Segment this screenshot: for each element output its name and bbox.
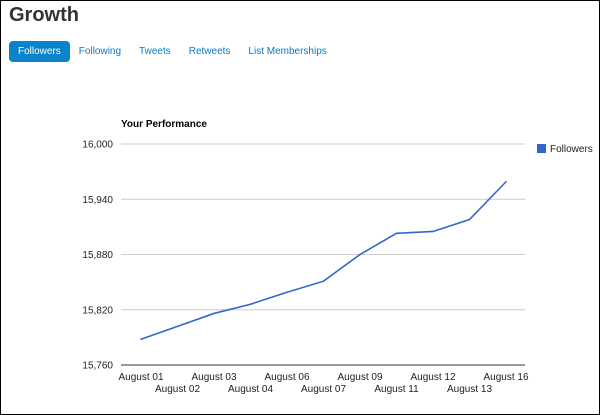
tab-following[interactable]: Following	[78, 46, 122, 57]
y-tick-label: 15,760	[82, 361, 113, 372]
x-tick-label: August 02	[155, 384, 200, 395]
data-point	[432, 230, 434, 233]
data-point	[359, 253, 361, 256]
data-point	[286, 291, 288, 294]
x-tick-label: August 04	[228, 384, 273, 395]
chart-title: Your Performance	[121, 119, 207, 130]
x-tick-label: August 06	[264, 372, 309, 383]
data-point	[249, 303, 252, 306]
x-tick-label: August 16	[483, 372, 528, 383]
data-point	[505, 180, 507, 183]
tab-list-memberships[interactable]: List Memberships	[248, 46, 327, 57]
x-tick-label: August 01	[118, 372, 163, 383]
tab-tweets[interactable]: Tweets	[139, 46, 171, 57]
data-point	[322, 280, 325, 283]
x-tick-label: August 12	[410, 372, 455, 383]
x-tick-label: August 11	[374, 384, 419, 395]
page-title: Growth	[9, 4, 79, 26]
y-tick-label: 15,880	[82, 250, 113, 261]
tab-retweets[interactable]: Retweets	[188, 46, 231, 57]
y-tick-label: 15,820	[82, 305, 113, 316]
x-tick-label: August 09	[337, 372, 382, 383]
series-line-followers	[140, 181, 507, 340]
data-point	[213, 312, 215, 315]
y-tick-label: 15,940	[82, 195, 113, 206]
x-tick-label: August 07	[301, 384, 346, 395]
tab-followers[interactable]: Followers	[9, 41, 70, 62]
legend-swatch	[537, 144, 546, 153]
data-point	[140, 338, 142, 341]
legend-label: Followers	[550, 144, 593, 155]
x-tick-label: August 13	[447, 384, 492, 395]
tab-bar: Followers Following Tweets Retweets List Mem…	[9, 41, 336, 62]
data-point	[468, 218, 471, 221]
y-tick-label: 16,000	[82, 140, 113, 151]
data-point	[176, 325, 179, 328]
x-tick-label: August 03	[191, 372, 236, 383]
data-point	[395, 232, 398, 235]
